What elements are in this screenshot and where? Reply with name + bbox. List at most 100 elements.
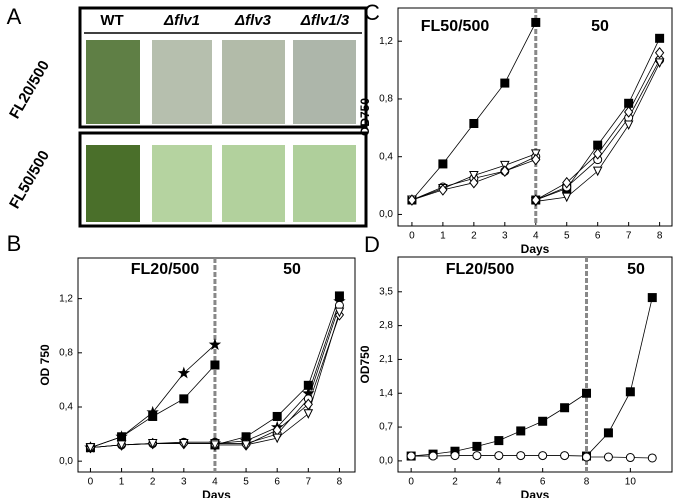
plot-frame — [77, 257, 356, 473]
x-tick-label: 6 — [595, 231, 601, 242]
point — [406, 451, 416, 461]
column-label: Δflv1/3 — [300, 12, 350, 29]
point — [179, 439, 189, 449]
point — [655, 33, 665, 43]
point — [210, 360, 220, 370]
x-tick-label: 0 — [409, 231, 415, 242]
point — [531, 194, 541, 206]
y-axis-label: OD 750 — [38, 344, 52, 386]
x-tick-label: 0 — [88, 477, 94, 488]
culture — [222, 40, 285, 124]
point — [624, 98, 634, 108]
y-tick-label: 0,0 — [59, 456, 73, 467]
point — [177, 366, 191, 379]
point — [560, 403, 570, 413]
point — [603, 428, 613, 438]
x-tick-label: 3 — [181, 477, 187, 488]
point — [538, 451, 548, 461]
annotation: 50 — [283, 261, 301, 278]
point — [647, 293, 657, 303]
x-tick-label: 2 — [471, 231, 477, 242]
point — [272, 433, 283, 444]
x-axis-label: Days — [521, 242, 550, 256]
x-tick-label: 5 — [564, 231, 570, 242]
point — [469, 170, 479, 181]
point — [593, 148, 603, 160]
x-tick-label: 4 — [212, 477, 218, 488]
x-tick-label: 8 — [584, 477, 590, 488]
y-tick-label: 1,4 — [379, 388, 393, 399]
point — [450, 451, 460, 461]
x-axis-label: Days — [521, 488, 550, 498]
culture — [86, 145, 140, 222]
panel-letter: D — [364, 232, 380, 257]
point — [516, 451, 526, 461]
point — [647, 453, 657, 463]
y-tick-label: 0,4 — [59, 402, 73, 413]
y-tick-label: 0,8 — [379, 94, 393, 105]
x-tick-label: 0 — [408, 477, 414, 488]
panel: D0,00,71,42,12,83,50 2 4 6 8 10DaysOD750FL20/… — [358, 232, 673, 498]
point — [469, 118, 479, 128]
x-tick-label: 7 — [626, 231, 632, 242]
point — [303, 409, 314, 419]
point — [472, 441, 482, 451]
point — [500, 78, 510, 88]
point — [625, 387, 635, 397]
y-tick-label: 0,4 — [379, 151, 393, 162]
y-tick-label: 0,7 — [379, 422, 393, 433]
panel-a: A WT Δflv1 Δflv3 Δflv1/3 FL20/500 FL50/5… — [6, 4, 368, 228]
row-label: FL20/500 — [6, 58, 53, 122]
frame — [78, 6, 368, 129]
point — [625, 453, 635, 463]
panel-letter: A — [7, 4, 22, 29]
y-tick-label: 3,5 — [379, 286, 393, 297]
point — [624, 106, 634, 118]
x-tick-label: 4 — [533, 231, 539, 242]
y-axis-label: OD750 — [358, 98, 372, 136]
y-tick-label: 2,8 — [379, 320, 393, 331]
y-axis-label: OD750 — [358, 345, 372, 383]
plot-frame — [397, 256, 673, 473]
annotation: FL20/500 — [446, 261, 515, 278]
x-tick-label: 1 — [119, 477, 125, 488]
x-tick-label: 8 — [337, 477, 343, 488]
point — [438, 184, 448, 196]
x-tick-label: 6 — [274, 477, 280, 488]
point — [531, 153, 541, 166]
annotation: FL20/500 — [131, 261, 200, 278]
panel: B 0,0 0,4 0,8 1,2 0 1 2 3 4 5 6 7 8 Days OD 750 FL20/500… — [7, 231, 356, 498]
column-label: WT — [100, 12, 123, 29]
point — [516, 426, 526, 436]
point — [562, 176, 572, 189]
point — [494, 451, 504, 461]
point — [472, 451, 482, 461]
point — [334, 307, 345, 318]
panel: C 0,0 0,4 0,8 1,2 0 1 2 3 4 5 6 7 8 Days OD750 FL50/500 5… — [358, 0, 673, 256]
y-tick-label: 0,0 — [379, 209, 393, 220]
x-tick-label: 7 — [306, 477, 312, 488]
annotation: 50 — [591, 18, 609, 35]
x-axis-label: Days — [202, 488, 231, 498]
x-tick-label: 5 — [243, 477, 249, 488]
point — [179, 394, 189, 404]
series-line — [411, 455, 653, 459]
culture — [152, 40, 212, 124]
series-line — [411, 297, 653, 457]
culture — [152, 145, 212, 222]
annotation: FL50/500 — [421, 18, 490, 35]
y-tick-label: 0,0 — [379, 456, 393, 467]
point — [582, 452, 592, 462]
point — [654, 58, 665, 68]
point — [593, 140, 603, 150]
point — [208, 338, 222, 350]
y-tick-label: 1,2 — [59, 293, 73, 304]
point — [272, 411, 282, 421]
y-tick-label: 2,1 — [379, 354, 393, 365]
x-tick-label: 2 — [452, 477, 458, 488]
point — [538, 416, 548, 426]
point — [116, 440, 127, 451]
x-tick-label: 2 — [150, 477, 156, 488]
x-tick-label: 6 — [540, 477, 546, 488]
